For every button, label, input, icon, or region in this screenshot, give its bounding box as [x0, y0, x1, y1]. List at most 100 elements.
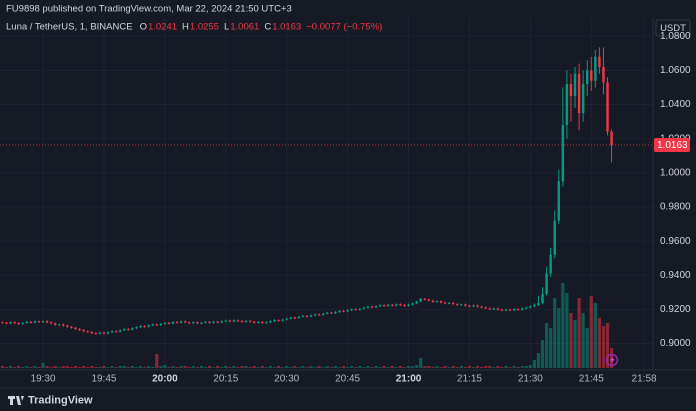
candle-body	[293, 317, 297, 319]
candle-body	[62, 324, 65, 326]
candle-body	[118, 330, 122, 332]
volume-bar	[207, 366, 212, 368]
candle-body	[204, 321, 207, 323]
volume-bar	[252, 366, 256, 368]
candle-body	[581, 84, 585, 114]
volume-bar	[366, 366, 370, 368]
candle-body	[537, 302, 540, 306]
symbol-legend: Luna / TetherUS, 1, BINANCE O 1.0241 H 1.025…	[6, 22, 382, 33]
x-tick-label: 21:58	[632, 374, 657, 385]
volume-bar	[65, 366, 70, 368]
candle-body	[439, 301, 443, 303]
currency[interactable]: USDT	[660, 23, 686, 34]
volume-bar	[110, 366, 114, 368]
volume-bar	[317, 366, 321, 368]
volume-bar	[195, 367, 199, 368]
candle-body	[192, 322, 195, 324]
logo	[8, 396, 24, 405]
volume-bar	[232, 366, 236, 368]
candle-body	[37, 321, 41, 323]
candle-body	[431, 300, 435, 302]
candle-body	[74, 327, 77, 330]
candle-body	[366, 306, 370, 308]
candle-body	[208, 321, 211, 323]
candle-body	[317, 314, 321, 316]
candle-body	[98, 332, 102, 334]
candle-body	[606, 82, 609, 132]
candle-body	[301, 315, 305, 317]
volume-bar	[285, 366, 289, 368]
candle-body	[529, 306, 532, 308]
candle-body	[419, 298, 422, 302]
volume-bar	[147, 366, 151, 368]
candle-body	[54, 323, 57, 325]
volume-bar	[427, 366, 431, 368]
candle-body	[248, 320, 252, 322]
candle-body	[216, 321, 219, 323]
volume-bar	[264, 367, 269, 368]
y-tick-label: 0.9000	[660, 338, 691, 349]
candle-body	[265, 322, 268, 324]
candle-body	[29, 321, 33, 323]
volume-bar	[220, 367, 224, 368]
volume-bar	[443, 366, 447, 368]
candle-body	[159, 323, 163, 326]
volume-bar	[321, 367, 325, 368]
candle-body	[504, 309, 508, 311]
volume-bar	[333, 366, 338, 368]
candle-body	[382, 305, 386, 307]
candle-body	[500, 309, 504, 311]
volume-bar	[370, 367, 374, 368]
volume-bar	[86, 367, 90, 368]
candle-body	[240, 321, 244, 323]
candle-body	[508, 309, 512, 311]
candle-body	[66, 325, 69, 327]
volume-bar	[159, 366, 163, 368]
currency-box[interactable]	[655, 19, 691, 37]
volume-bar	[114, 367, 118, 368]
volume-bar	[122, 366, 126, 368]
candle-body	[516, 309, 520, 311]
volume-bar	[272, 367, 277, 368]
volume-bar	[382, 366, 386, 368]
volume-bar	[98, 367, 102, 368]
legend-text: −0.0077 (−0.75%)	[306, 22, 382, 33]
candle-body	[411, 303, 414, 305]
volume-bar	[0, 366, 5, 368]
volume-bar	[467, 366, 472, 368]
y-tick-label: 1.0800	[660, 31, 691, 42]
candle-body	[244, 320, 248, 322]
volume-bar	[553, 298, 557, 368]
candle-body	[362, 307, 366, 309]
volume-pane	[0, 283, 614, 368]
candle-body	[106, 332, 110, 334]
candle-body	[334, 311, 337, 314]
volume-bar	[102, 366, 106, 368]
volume-bar	[151, 367, 155, 368]
legend-text: 1.0163	[272, 22, 301, 33]
volume-bar	[167, 367, 171, 368]
candle-body	[435, 301, 439, 303]
volume-bar	[236, 367, 240, 368]
x-tick-label: 20:30	[274, 374, 299, 385]
volume-bar	[447, 367, 451, 368]
y-tick-label: 0.9800	[660, 202, 691, 213]
volume-bar	[57, 367, 61, 368]
volume-bar	[475, 366, 480, 368]
candle-body	[196, 322, 199, 324]
candle-body	[269, 321, 272, 323]
event-icon[interactable]	[605, 353, 619, 367]
candle-body	[451, 302, 455, 305]
candle-body	[220, 321, 223, 323]
volume-bar	[406, 366, 411, 368]
x-tick-label: 20:15	[213, 374, 238, 385]
volume-bar	[211, 367, 216, 368]
candle-body	[476, 305, 479, 307]
volume-bar	[431, 367, 435, 368]
candle-body	[370, 306, 374, 308]
volume-bar	[171, 366, 175, 368]
volume-bar	[508, 367, 512, 368]
candle-body	[90, 331, 93, 334]
candle-body	[322, 313, 325, 315]
candle-body	[464, 304, 467, 306]
